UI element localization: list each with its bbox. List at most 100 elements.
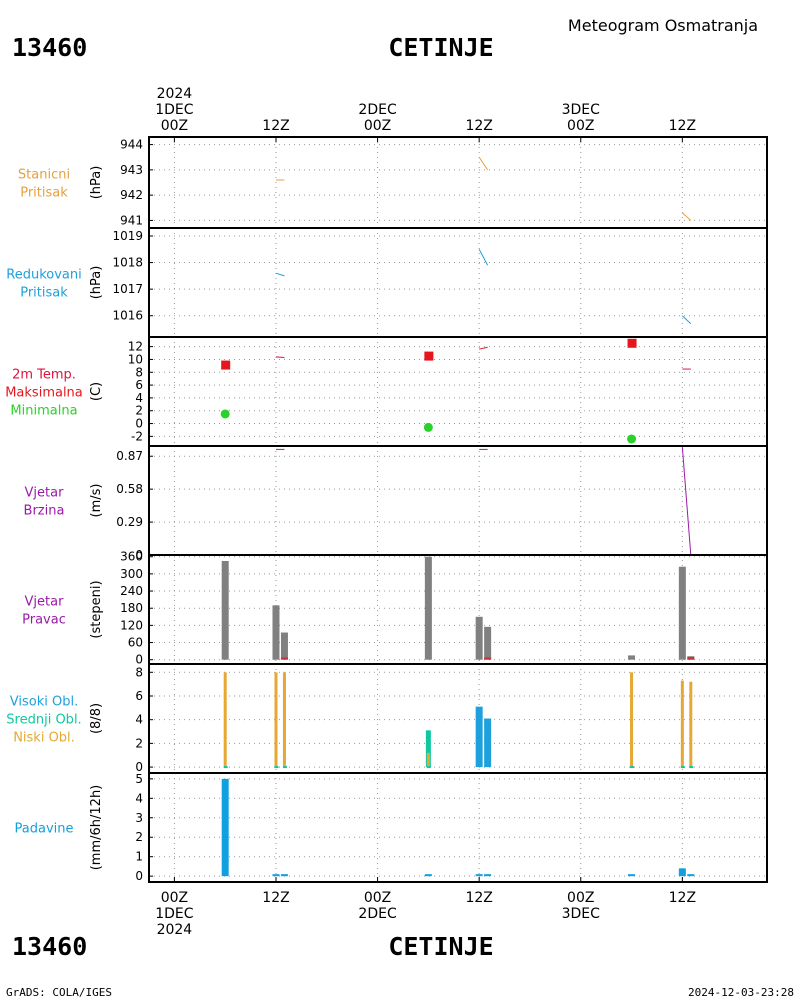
precipitation-bar xyxy=(484,874,492,877)
time-label: 3DEC xyxy=(562,102,601,118)
y-tick-label: 2 xyxy=(135,830,143,844)
panel-redukovani: 1016 1017 1018 1019 (hPa) Redukovani Pritisak xyxy=(6,227,768,338)
y-tick-label: 4 xyxy=(135,713,143,727)
low-cloud-bar xyxy=(274,672,278,768)
panel-label: Redukovani xyxy=(6,268,81,283)
direction-bar-secondary xyxy=(484,657,492,660)
time-label: 2DEC xyxy=(358,102,397,118)
y-tick-label: 6 xyxy=(135,378,143,392)
y-tick-label: 943 xyxy=(120,163,143,177)
panel-vjetar_pravac: 0 60 120 180 240 300 360 (stepeni) Vjetar Pravac xyxy=(22,550,768,667)
precipitation-bar xyxy=(280,874,288,877)
time-label: 12Z xyxy=(465,118,492,134)
panel-frame xyxy=(148,663,768,774)
time-label: 12Z xyxy=(262,118,289,134)
y-tick-label: 2 xyxy=(135,736,143,750)
y-tick-label: 12 xyxy=(128,340,143,354)
series-line xyxy=(681,447,692,556)
cloud-base-tick xyxy=(630,766,635,769)
cloud-base-tick xyxy=(282,766,287,769)
max-temp-marker xyxy=(627,338,637,348)
precipitation-bar xyxy=(678,868,686,877)
direction-bar xyxy=(475,616,483,660)
time-label: 00Z xyxy=(364,118,391,134)
min-temp-marker xyxy=(627,434,637,444)
y-axis-label: (mm/6h/12h) xyxy=(89,785,104,871)
min-temp-marker xyxy=(423,422,433,432)
footer-station-name: CETINJE xyxy=(388,932,493,961)
y-tick-label: 1 xyxy=(135,850,143,864)
y-tick-label: 0.87 xyxy=(116,449,143,463)
time-label: 12Z xyxy=(669,118,696,134)
series-line xyxy=(275,272,285,277)
panel-vjetar_brzina: 0 0.29 0.58 0.87 (m/s) Vjetar Brzina xyxy=(24,445,768,562)
direction-bar xyxy=(484,626,492,660)
panel-frame xyxy=(148,554,768,665)
y-tick-label: 0 xyxy=(135,760,143,774)
direction-bar xyxy=(221,561,229,660)
y-tick-label: 360 xyxy=(120,550,143,564)
generation-timestamp: 2024-12-03-23:28 xyxy=(688,986,794,999)
panel-label: Pritisak xyxy=(20,186,68,201)
panels: 941942943944(hPa)StanicniPritisak1016101… xyxy=(5,136,768,883)
panel-padavine: 0 1 2 3 4 5 (mm/6h/12h) Padavine xyxy=(15,772,768,883)
cloud-base-tick xyxy=(689,766,694,769)
panel-label: 2m Temp. xyxy=(12,368,76,383)
y-tick-label: 60 xyxy=(128,636,143,650)
y-tick-label: 6 xyxy=(135,689,143,703)
y-tick-label: 942 xyxy=(120,188,143,202)
low-cloud-bar xyxy=(630,672,634,768)
y-tick-label: 180 xyxy=(120,601,143,615)
y-tick-label: 4 xyxy=(135,391,143,405)
panel-label: Stanicni xyxy=(18,168,70,183)
time-label: 00Z xyxy=(567,118,594,134)
mid-cloud-bar xyxy=(425,730,431,768)
y-tick-label: 1017 xyxy=(112,282,143,296)
direction-bar-secondary xyxy=(687,656,695,660)
panel-label: Maksimalna xyxy=(5,386,83,401)
y-tick-label: 1018 xyxy=(112,256,143,270)
time-label: 00Z xyxy=(161,890,188,906)
panel-frame xyxy=(148,227,768,338)
y-tick-label: 4 xyxy=(135,791,143,805)
cloud-base-tick xyxy=(680,766,685,769)
direction-bar xyxy=(280,632,288,660)
direction-bar xyxy=(628,655,636,660)
low-cloud-bar xyxy=(223,672,227,768)
y-axis-label: (hPa) xyxy=(89,166,104,200)
time-label: 00Z xyxy=(364,890,391,906)
precipitation-bar xyxy=(628,874,636,877)
series-line xyxy=(682,212,692,221)
y-axis-label: (8/8) xyxy=(89,703,104,734)
cloud-base-tick xyxy=(274,766,279,769)
high-cloud-bar xyxy=(475,706,483,768)
min-temp-marker xyxy=(220,409,230,419)
time-label: 00Z xyxy=(567,890,594,906)
time-label: 2024 xyxy=(157,86,193,102)
y-tick-label: 300 xyxy=(120,567,143,581)
y-tick-label: 0 xyxy=(135,417,143,431)
time-label: 1DEC xyxy=(155,906,194,922)
direction-bar-secondary xyxy=(280,657,288,660)
y-tick-label: 10 xyxy=(128,352,143,366)
time-label: 2024 xyxy=(157,922,193,938)
direction-bar xyxy=(678,566,686,660)
panel-frame xyxy=(148,772,768,883)
y-tick-label: 8 xyxy=(135,365,143,379)
y-axis-label: (stepeni) xyxy=(89,580,104,638)
panel-frame xyxy=(148,336,768,447)
time-label: 1DEC xyxy=(155,102,194,118)
direction-bar xyxy=(424,556,432,660)
y-tick-label: 944 xyxy=(120,138,143,152)
series-line xyxy=(681,315,692,325)
y-tick-label: 0.58 xyxy=(116,482,143,496)
precipitation-bar xyxy=(687,874,695,877)
y-axis-label: (C) xyxy=(89,382,104,401)
series-line xyxy=(478,156,489,171)
panel-label: Vjetar xyxy=(25,486,65,501)
y-tick-label: 120 xyxy=(120,618,143,632)
